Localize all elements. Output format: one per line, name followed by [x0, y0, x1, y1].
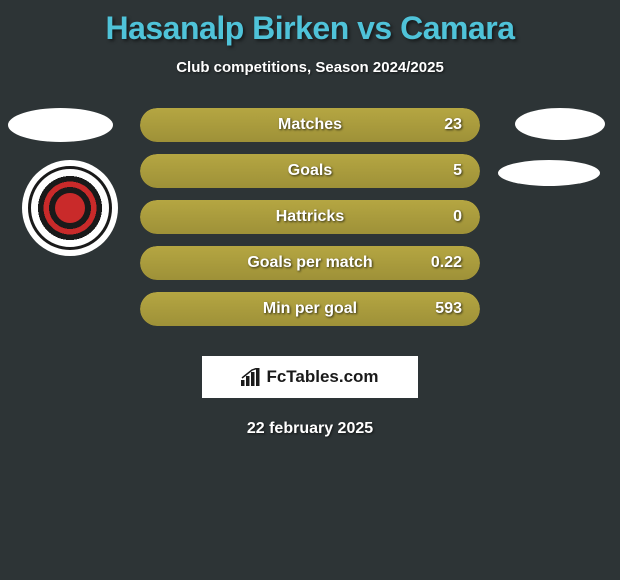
stat-value: 593: [435, 300, 462, 318]
player2-badge-ellipse-2: [498, 160, 600, 186]
stat-value: 0.22: [431, 254, 462, 272]
stats-comparison-card: Hasanalp Birken vs Camara Club competiti…: [0, 0, 620, 580]
stat-row-goals-per-match: Goals per match 0.22: [140, 246, 480, 280]
stat-label: Goals per match: [140, 254, 480, 272]
date-text: 22 february 2025: [0, 420, 620, 438]
brand-box[interactable]: FcTables.com: [202, 356, 418, 398]
stat-value: 0: [453, 208, 462, 226]
stat-label: Goals: [140, 162, 480, 180]
player1-club-badge: [22, 160, 118, 256]
stat-row-min-per-goal: Min per goal 593: [140, 292, 480, 326]
stat-label: Matches: [140, 116, 480, 134]
page-subtitle: Club competitions, Season 2024/2025: [0, 59, 620, 76]
page-title: Hasanalp Birken vs Camara: [0, 0, 620, 47]
stat-label: Min per goal: [140, 300, 480, 318]
stats-area: Matches 23 Goals 5 Hattricks 0 Goals per…: [0, 108, 620, 326]
stat-row-hattricks: Hattricks 0: [140, 200, 480, 234]
stat-value: 23: [444, 116, 462, 134]
stat-value: 5: [453, 162, 462, 180]
bar-chart-icon: [241, 368, 261, 386]
stat-label: Hattricks: [140, 208, 480, 226]
player1-badge-ellipse: [8, 108, 113, 142]
brand-text: FcTables.com: [266, 367, 378, 387]
stat-row-matches: Matches 23: [140, 108, 480, 142]
club-logo-icon: [28, 166, 112, 250]
player2-badge-ellipse-1: [515, 108, 605, 140]
stat-row-goals: Goals 5: [140, 154, 480, 188]
